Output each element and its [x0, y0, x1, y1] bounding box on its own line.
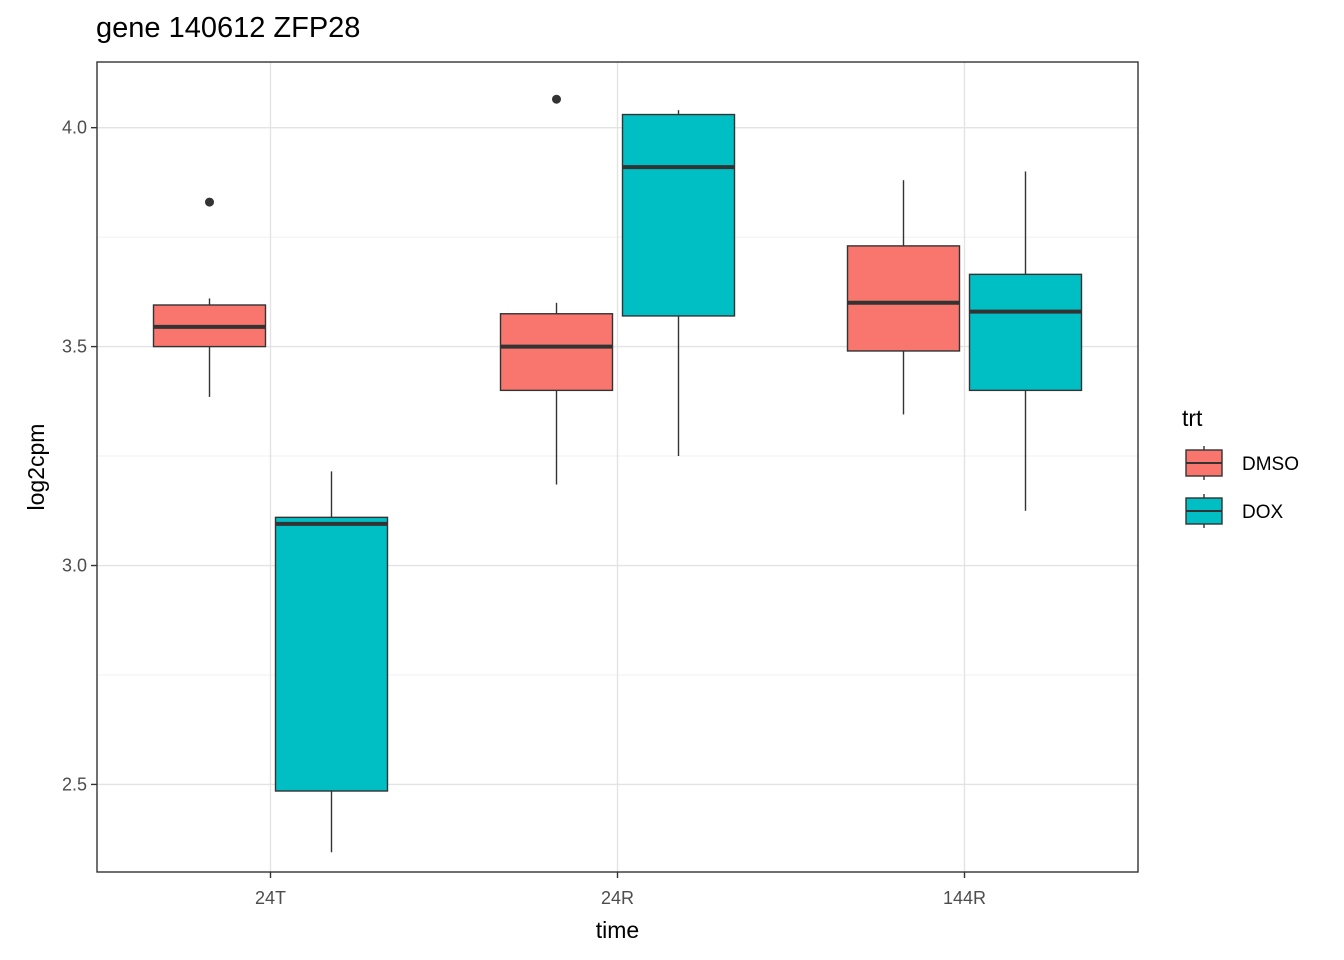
chart-title: gene 140612 ZFP28 — [96, 12, 361, 44]
x-tick-label: 144R — [943, 888, 986, 908]
y-tick-label: 2.5 — [62, 774, 87, 794]
legend-title: trt — [1182, 405, 1203, 431]
box-dox-144r — [968, 273, 1083, 392]
box-dmso-144r — [846, 245, 961, 352]
x-axis-title: time — [596, 917, 639, 943]
y-tick-label: 3.5 — [62, 337, 87, 357]
box-dox-24r — [621, 113, 736, 317]
box-dmso-24r — [499, 313, 614, 392]
y-tick-label: 3.0 — [62, 556, 87, 576]
legend: trt DMSO DOX — [1182, 405, 1299, 528]
legend-label-dmso: DMSO — [1242, 454, 1299, 475]
grid-layer — [97, 62, 1138, 872]
y-axis-title: log2cpm — [23, 424, 49, 511]
axis-layer: 2.5 3.0 3.5 4.0 24T 24R 144R time log2cpm — [23, 118, 986, 943]
x-tick-label: 24R — [601, 888, 634, 908]
box-dox-24t — [274, 516, 389, 792]
box-layer — [152, 94, 1083, 853]
x-tick-label: 24T — [255, 888, 286, 908]
outlier-point-dmso-24t — [205, 197, 214, 207]
y-tick-label: 4.0 — [62, 118, 87, 138]
outlier-point-dmso-24r — [552, 94, 561, 104]
legend-label-dox: DOX — [1242, 502, 1284, 523]
